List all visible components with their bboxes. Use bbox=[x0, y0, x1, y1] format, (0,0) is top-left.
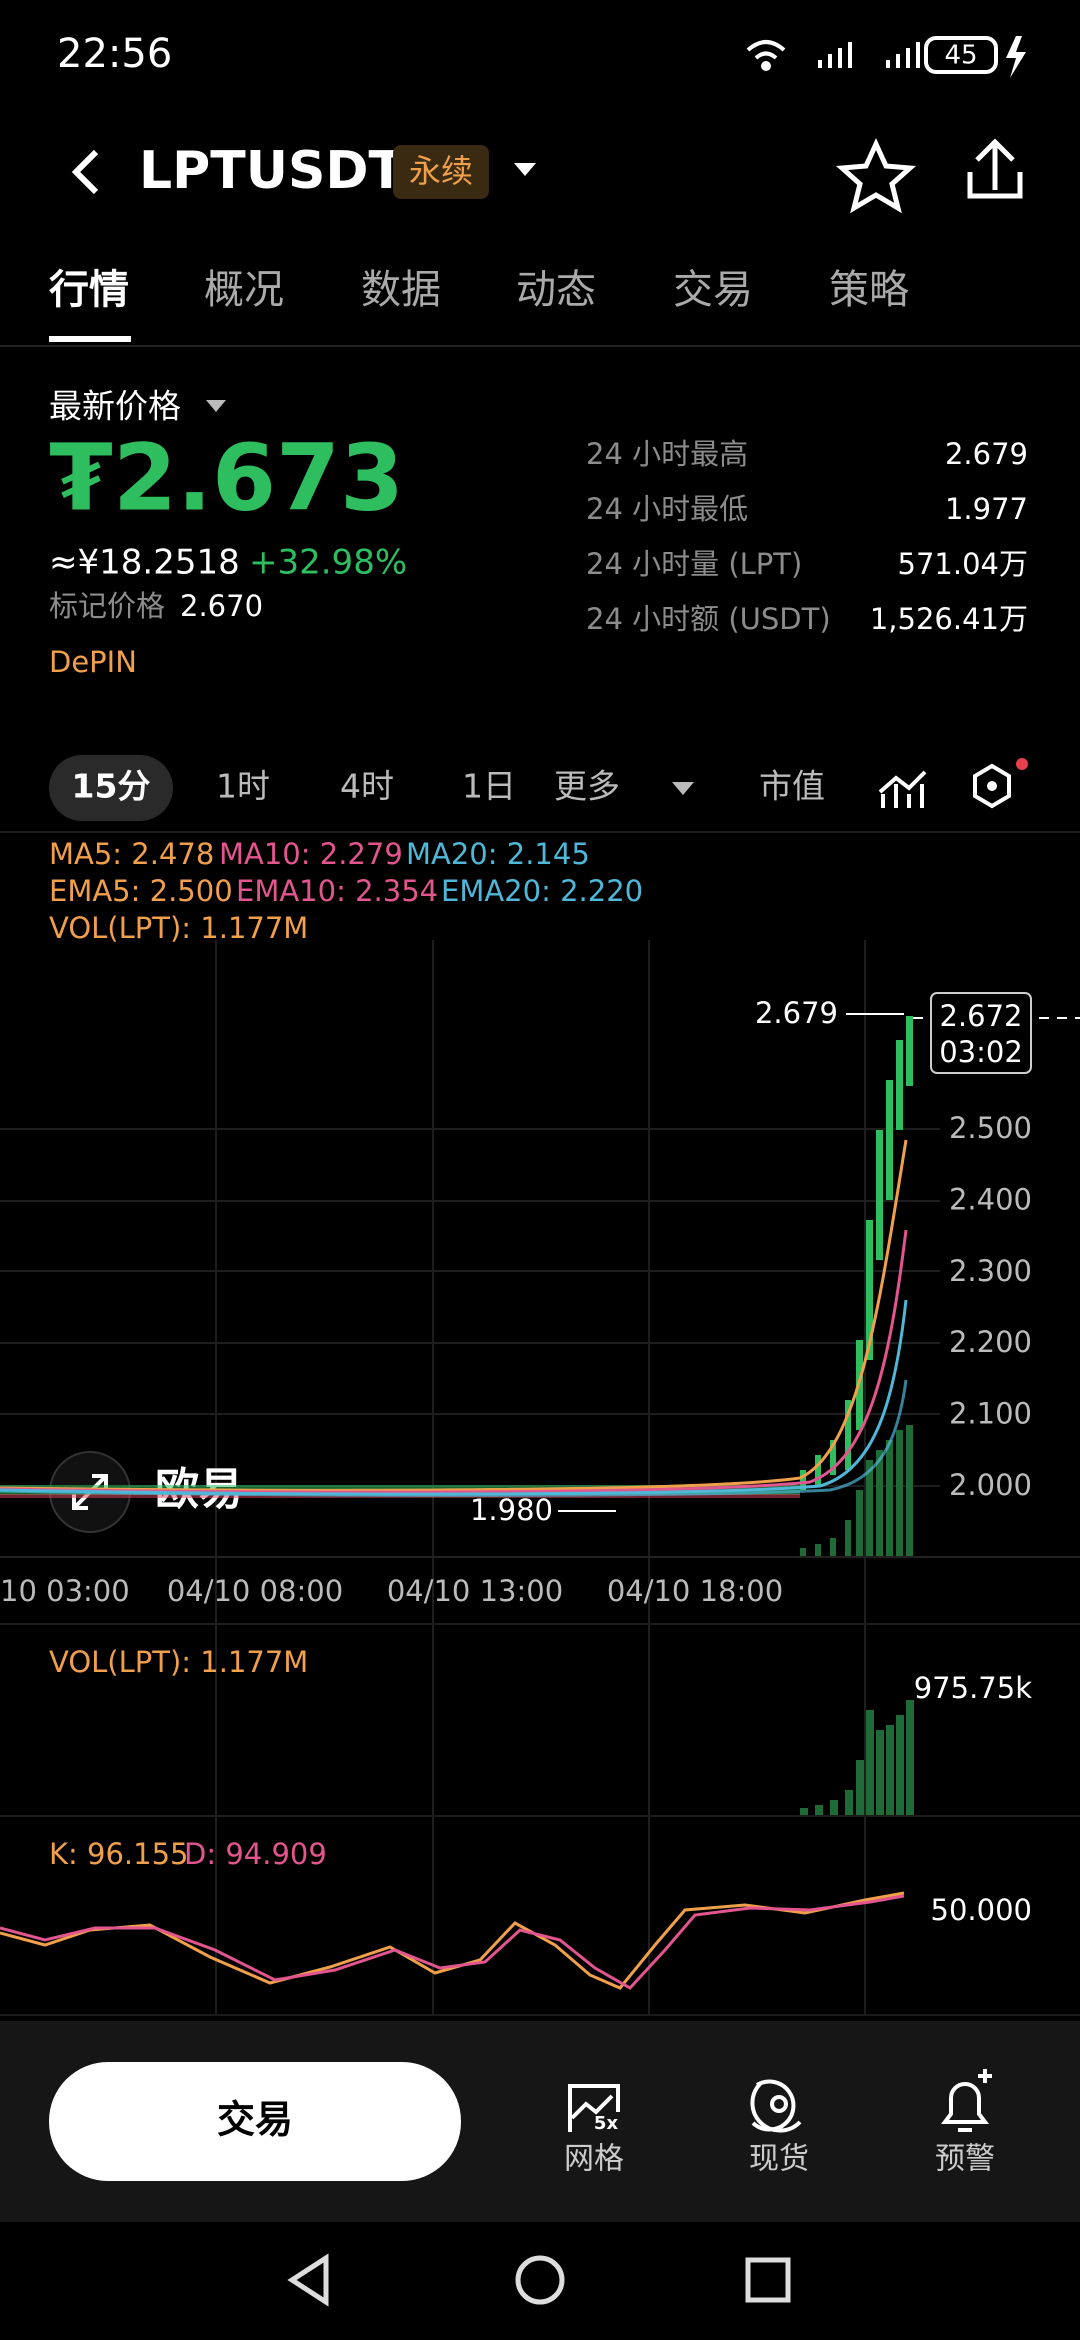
trade-button-label: 交易 bbox=[217, 2098, 293, 2142]
volume-label: VOL(LPT): 1.177M bbox=[49, 1645, 308, 1679]
tab[interactable]: 行情 bbox=[49, 267, 129, 313]
ma-lines bbox=[0, 1139, 908, 1497]
stat-label: 24 小时最高 bbox=[586, 437, 748, 471]
divider bbox=[0, 1815, 1080, 1817]
price-tick: 2.200 bbox=[949, 1325, 1032, 1359]
time-label: 10 03:00 bbox=[0, 1574, 130, 1608]
ema10: EMA10: 2.354 bbox=[236, 874, 438, 908]
active-tab-indicator bbox=[49, 336, 131, 342]
notification-dot bbox=[1016, 758, 1028, 770]
interval[interactable]: 1日 bbox=[462, 767, 516, 806]
chart-grid bbox=[0, 940, 940, 2014]
nav-bar bbox=[287, 2253, 791, 2307]
status-time: 22:56 bbox=[57, 31, 172, 77]
mark-price: 2.670 bbox=[180, 589, 263, 623]
tag: 永续 bbox=[409, 152, 473, 190]
tab[interactable]: 动态 bbox=[516, 267, 596, 313]
cny-price: ≈¥18.2518 bbox=[49, 543, 240, 583]
tab[interactable]: 交易 bbox=[673, 267, 753, 313]
price-tick: 2.000 bbox=[949, 1468, 1032, 1502]
volume-bars bbox=[800, 1700, 914, 1815]
high-label: 2.679 bbox=[755, 996, 838, 1030]
grid-badge: 5x bbox=[594, 2113, 619, 2134]
price-tick: 2.500 bbox=[949, 1111, 1032, 1145]
battery-level: 45 bbox=[944, 41, 977, 71]
price-tick: 2.100 bbox=[949, 1397, 1032, 1431]
interval[interactable]: 市值 bbox=[759, 767, 825, 806]
settings-dot bbox=[987, 781, 997, 791]
back-button[interactable] bbox=[71, 149, 99, 195]
ema5: EMA5: 2.500 bbox=[49, 874, 233, 908]
symbol-dropdown[interactable] bbox=[514, 163, 536, 176]
stat-label: 24 小时额 (USDT) bbox=[586, 602, 831, 636]
stat-value: 1,526.41万 bbox=[870, 602, 1028, 636]
stat-label: 24 小时量 (LPT) bbox=[586, 547, 802, 581]
chart-volume-bars bbox=[800, 1425, 913, 1556]
current-price-box bbox=[930, 992, 1032, 1074]
stat-value: 1.977 bbox=[945, 492, 1028, 526]
action-label[interactable]: 预警 bbox=[935, 2142, 995, 2177]
d-line bbox=[0, 1894, 905, 1990]
tab[interactable]: 数据 bbox=[361, 267, 441, 313]
nav-home[interactable] bbox=[515, 2255, 565, 2305]
countdown: 03:02 bbox=[939, 1035, 1023, 1069]
settings-button[interactable] bbox=[973, 763, 1011, 809]
action-label[interactable]: 现货 bbox=[749, 2142, 809, 2177]
interval[interactable]: 15分 bbox=[72, 767, 151, 806]
chart-type-button[interactable] bbox=[878, 770, 927, 808]
current-price: 2.672 bbox=[939, 999, 1022, 1033]
ma5: MA5: 2.478 bbox=[49, 837, 214, 871]
time-label: 04/10 18:00 bbox=[607, 1574, 783, 1608]
interval[interactable]: 4时 bbox=[340, 767, 394, 806]
divider bbox=[0, 1623, 1080, 1625]
ma10: MA10: 2.279 bbox=[219, 837, 403, 871]
tab[interactable]: 概况 bbox=[204, 267, 284, 313]
k-value: K: 96.155 bbox=[49, 1837, 188, 1871]
status-icons bbox=[746, 36, 998, 74]
action-label[interactable]: 网格 bbox=[564, 2142, 624, 2177]
divider bbox=[0, 345, 1080, 347]
divider bbox=[0, 831, 1080, 833]
price-change: +32.98% bbox=[249, 543, 407, 583]
time-label: 04/10 08:00 bbox=[167, 1574, 343, 1608]
nav-back[interactable] bbox=[287, 2253, 329, 2307]
kd-tick: 50.000 bbox=[931, 1893, 1032, 1927]
price-tick: 2.400 bbox=[949, 1182, 1032, 1216]
price-tick: 2.300 bbox=[949, 1254, 1032, 1288]
active-interval-bg bbox=[49, 755, 173, 821]
mark-price-label: 标记价格 bbox=[49, 589, 165, 623]
symbol: LPTUSDT bbox=[139, 141, 405, 201]
favorite-button[interactable] bbox=[835, 137, 917, 214]
divider bbox=[0, 2014, 1080, 2016]
interval[interactable]: 1时 bbox=[216, 767, 270, 806]
volume-indicator: VOL(LPT): 1.177M bbox=[49, 911, 308, 945]
more-dropdown[interactable] bbox=[672, 782, 694, 795]
divider bbox=[0, 1556, 1080, 1558]
ema20: EMA20: 2.220 bbox=[441, 874, 643, 908]
time-label: 04/10 13:00 bbox=[387, 1574, 563, 1608]
action-icons bbox=[568, 2069, 992, 2133]
tag-bg bbox=[393, 145, 489, 199]
price-type-dropdown[interactable] bbox=[206, 400, 226, 412]
charging-icon bbox=[1006, 36, 1026, 78]
ma20: MA20: 2.145 bbox=[406, 837, 590, 871]
stat-value: 571.04万 bbox=[898, 547, 1028, 581]
tab[interactable]: 策略 bbox=[829, 267, 909, 313]
trade-button[interactable] bbox=[49, 2062, 461, 2181]
d-value: D: 94.909 bbox=[184, 1837, 327, 1871]
stat-label: 24 小时最低 bbox=[586, 492, 748, 526]
price-label: 最新价格 bbox=[49, 387, 181, 426]
last-price: ₮2.673 bbox=[49, 424, 404, 531]
share-button[interactable] bbox=[967, 138, 1023, 199]
nav-recents[interactable] bbox=[745, 2257, 791, 2303]
stat-value: 2.679 bbox=[945, 437, 1028, 471]
interval[interactable]: 更多 bbox=[554, 767, 620, 806]
low-label: 1.980 bbox=[470, 1493, 553, 1527]
sector: DePIN bbox=[49, 645, 137, 679]
volume-tick: 975.75k bbox=[914, 1671, 1032, 1705]
